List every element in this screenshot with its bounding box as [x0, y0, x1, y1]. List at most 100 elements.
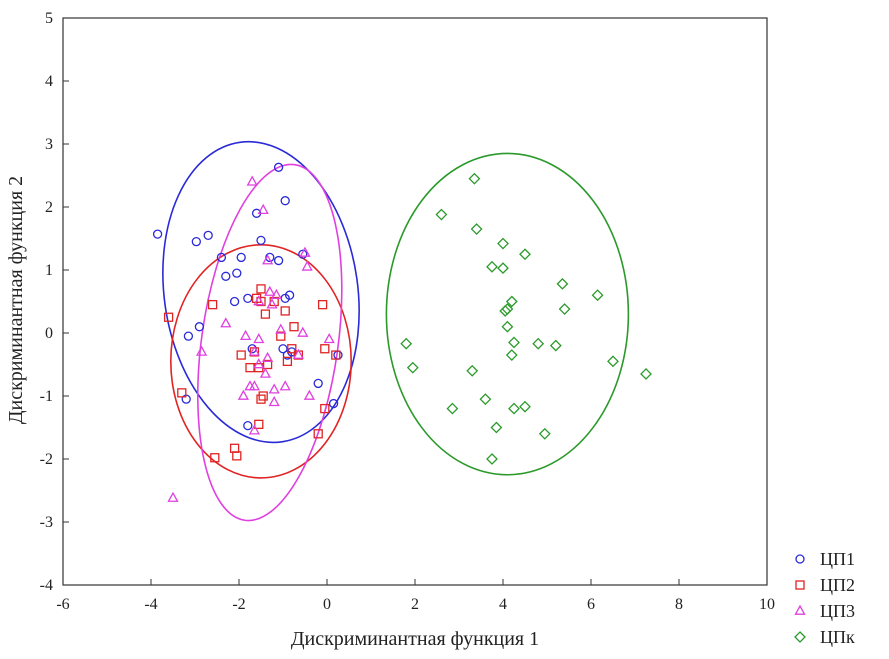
y-axis-title: Дискриминантная функция 2	[5, 176, 27, 424]
point-ЦП3	[253, 295, 265, 306]
point-ЦПк	[499, 305, 512, 317]
point-ЦП3	[167, 491, 179, 502]
point-ЦП1	[265, 252, 275, 263]
x-tick-label: -4	[144, 596, 157, 613]
point-ЦП2	[256, 394, 266, 404]
y-tick-label: 2	[45, 199, 53, 216]
point-ЦП2	[289, 322, 299, 332]
point-ЦП1	[152, 229, 163, 239]
legend-label-ЦПк: ЦПк	[820, 627, 855, 647]
point-ЦП3	[301, 260, 313, 271]
point-ЦП3	[257, 203, 269, 215]
point-ЦП1	[221, 271, 231, 281]
point-ЦПк	[508, 402, 520, 415]
legend-marker-ЦП2	[795, 580, 805, 590]
point-ЦПк	[497, 262, 509, 275]
ellipse-ЦПк	[385, 152, 630, 476]
data-points	[152, 162, 652, 502]
x-tick-label: 2	[411, 596, 419, 613]
point-ЦПк	[435, 208, 448, 221]
point-ЦП1	[236, 252, 246, 263]
point-ЦПк	[549, 339, 562, 352]
point-ЦПк	[505, 295, 518, 308]
point-ЦП2	[177, 388, 187, 398]
point-ЦПк	[591, 289, 604, 302]
point-ЦП1	[232, 268, 242, 278]
point-ЦПк	[640, 368, 652, 380]
point-ЦП1	[243, 293, 253, 304]
point-ЦП1	[247, 344, 257, 354]
point-ЦП1	[278, 344, 288, 354]
point-ЦП3	[299, 246, 311, 257]
point-ЦП1	[194, 322, 205, 332]
legend-label-ЦП1: ЦП1	[820, 549, 855, 569]
y-tick-label: -2	[40, 451, 53, 468]
point-ЦП3	[248, 424, 260, 435]
point-ЦП3	[253, 332, 265, 344]
point-ЦП3	[264, 285, 276, 296]
point-ЦП3	[240, 329, 252, 341]
point-ЦП1	[273, 162, 284, 172]
legend: ЦП1 ЦП2 ЦП3 ЦПк	[794, 549, 855, 647]
point-ЦП2	[163, 312, 174, 322]
point-ЦП2	[254, 419, 264, 430]
point-ЦП2	[256, 284, 266, 294]
point-ЦП2	[276, 331, 286, 341]
point-ЦП2	[331, 350, 341, 360]
point-ЦП3	[279, 380, 291, 391]
point-ЦП2	[313, 429, 323, 439]
point-ЦП3	[270, 288, 282, 300]
point-ЦП2	[256, 296, 266, 307]
point-ЦП2	[232, 451, 242, 461]
point-ЦП3	[244, 380, 256, 391]
point-ЦП3	[268, 383, 280, 394]
point-ЦП3	[196, 345, 208, 356]
point-ЦП1	[280, 196, 290, 206]
point-ЦП3	[297, 326, 309, 337]
x-tick-label: 8	[675, 596, 683, 613]
legend-label-ЦП3: ЦП3	[820, 601, 855, 621]
x-tick-label: 0	[323, 596, 331, 613]
point-ЦП3	[246, 175, 258, 186]
y-tick-label: 0	[45, 325, 53, 342]
x-tick-label: -6	[56, 596, 69, 613]
point-ЦП1	[229, 296, 240, 307]
point-ЦП2	[320, 403, 330, 414]
y-axis-ticks: -4 -3 -2 -1 0 1 2 3 4 5	[40, 10, 69, 594]
y-tick-label: 1	[45, 262, 53, 279]
point-ЦПк	[486, 453, 498, 465]
point-ЦП2	[320, 344, 330, 354]
point-ЦП3	[220, 317, 232, 328]
point-ЦП2	[258, 391, 268, 401]
point-ЦП1	[203, 230, 213, 241]
point-ЦП1	[284, 290, 295, 300]
point-ЦПк	[406, 361, 419, 374]
point-ЦП3	[268, 395, 280, 407]
point-ЦП3	[266, 298, 278, 309]
legend-marker-ЦП3	[794, 604, 806, 615]
point-ЦПк	[558, 303, 571, 315]
point-ЦП3	[262, 254, 274, 265]
point-ЦП3	[323, 332, 335, 344]
y-tick-label: -1	[40, 388, 53, 405]
legend-label-ЦП2: ЦП2	[820, 575, 855, 595]
point-ЦП2	[207, 299, 218, 310]
point-ЦП1	[273, 255, 284, 266]
point-ЦПк	[446, 402, 459, 415]
point-ЦП2	[282, 356, 293, 367]
point-ЦП1	[191, 236, 201, 247]
point-ЦПк	[556, 277, 569, 290]
x-tick-label: 10	[759, 596, 775, 613]
point-ЦП3	[262, 351, 274, 363]
point-ЦП2	[236, 350, 246, 360]
point-ЦП2	[210, 453, 220, 463]
point-ЦП1	[298, 249, 308, 259]
point-ЦП1	[183, 331, 194, 341]
point-ЦП2	[287, 344, 297, 354]
legend-marker-ЦПк	[794, 631, 806, 643]
legend-marker-ЦП1	[795, 554, 805, 564]
point-ЦП3	[248, 345, 260, 356]
point-ЦП3	[292, 348, 304, 359]
point-ЦП1	[328, 398, 339, 409]
point-ЦП2	[260, 309, 271, 319]
